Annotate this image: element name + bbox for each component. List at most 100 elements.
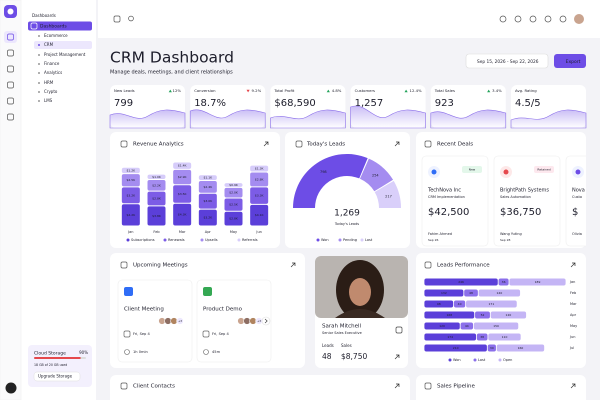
legend-swatch bbox=[498, 358, 502, 362]
bar-segment bbox=[490, 311, 527, 319]
nav-item[interactable]: Analytics bbox=[44, 70, 62, 75]
header-avatar[interactable] bbox=[574, 14, 584, 24]
bar-value-label: $2.8K bbox=[255, 177, 265, 181]
kpi-value: 923 bbox=[435, 98, 454, 109]
bar-value-label: $3.2K bbox=[127, 193, 137, 197]
meeting-title: Client Meeting bbox=[124, 307, 164, 313]
storage-button-label[interactable]: Upgrade Storage bbox=[38, 374, 73, 379]
bar-segment bbox=[224, 187, 243, 198]
bar-segment bbox=[466, 300, 517, 308]
nav-bullet bbox=[38, 72, 40, 74]
nav-item[interactable]: Ecommerce bbox=[44, 33, 68, 38]
bar-value-label: 110 bbox=[502, 335, 508, 339]
search-icon[interactable] bbox=[128, 15, 134, 22]
bar-value-label: 44 bbox=[465, 324, 469, 328]
header-icon[interactable] bbox=[559, 15, 567, 23]
profile-role: Senior Sales Executive bbox=[322, 331, 362, 335]
bar-segment bbox=[198, 193, 217, 209]
export-label[interactable]: Export bbox=[566, 59, 581, 65]
y-tick-label: Jun bbox=[569, 335, 575, 339]
meeting-card[interactable] bbox=[117, 279, 193, 363]
panel-title: Leads Performance bbox=[437, 263, 490, 269]
bar-segment bbox=[147, 191, 166, 206]
date-range[interactable]: Sep 15, 2026 - Sep 22, 2026 bbox=[477, 59, 539, 65]
kpi-change: 9.2% bbox=[252, 88, 262, 93]
header-icon[interactable] bbox=[514, 15, 522, 23]
bar-segment bbox=[424, 300, 454, 308]
legend-label: Lost bbox=[365, 238, 373, 242]
profile-photo bbox=[315, 256, 408, 318]
deal-company: Nova bbox=[572, 188, 585, 194]
deal-service: Sales Automation bbox=[500, 195, 531, 199]
kpi-change: 12% bbox=[173, 88, 182, 93]
nav-item[interactable]: LMS bbox=[44, 98, 53, 103]
bar-value-label: $2.2K bbox=[152, 183, 162, 187]
nav-item[interactable]: Dashboards bbox=[40, 24, 67, 30]
icon bbox=[424, 140, 432, 148]
kpi-change: 4.8% bbox=[332, 88, 342, 93]
open-arrow[interactable] bbox=[394, 354, 400, 360]
bar-value-label: 171 bbox=[489, 302, 495, 306]
bar-segment bbox=[478, 289, 521, 297]
profile-stat-label: Sales bbox=[341, 343, 352, 348]
storage-button[interactable] bbox=[33, 371, 81, 382]
panel bbox=[110, 375, 410, 400]
deal-card[interactable] bbox=[565, 155, 600, 247]
storage-percent: 90% bbox=[79, 350, 88, 355]
nav-active[interactable] bbox=[28, 21, 92, 31]
open-arrow[interactable] bbox=[394, 383, 400, 389]
nav-item[interactable]: Crypto bbox=[44, 89, 58, 94]
bar-segment bbox=[424, 278, 498, 286]
bar-value-label: $2.9K bbox=[178, 175, 188, 179]
kpi-sparkline bbox=[350, 105, 426, 129]
open-arrow[interactable] bbox=[570, 383, 576, 389]
icon bbox=[120, 140, 128, 148]
nav-item[interactable]: Project Management bbox=[44, 52, 86, 57]
kpi-sparkline bbox=[189, 109, 266, 129]
kpi-value: 18.7% bbox=[194, 98, 226, 109]
icon bbox=[123, 330, 131, 338]
bar-value-label: $1.0K bbox=[152, 175, 162, 179]
header-icon[interactable] bbox=[499, 15, 507, 23]
legend-label: Won bbox=[453, 358, 461, 362]
export-button[interactable] bbox=[554, 54, 586, 68]
kpi-sparkline bbox=[270, 109, 346, 129]
bar-value-label: $2.8K bbox=[229, 217, 239, 221]
nav-item[interactable]: CRM bbox=[44, 42, 54, 47]
deal-company: BrightPath Systems bbox=[500, 188, 549, 194]
bar-segment bbox=[121, 187, 140, 204]
nav-bullet bbox=[38, 54, 40, 56]
bar-segment bbox=[198, 175, 217, 181]
nav-current[interactable] bbox=[34, 41, 92, 49]
legend-label: Lost bbox=[478, 358, 486, 362]
deal-badge-label: New bbox=[469, 168, 476, 172]
deal-card[interactable] bbox=[493, 155, 561, 247]
nav-item[interactable]: HRM bbox=[44, 80, 54, 85]
bar-segment bbox=[498, 278, 509, 286]
deal-card[interactable] bbox=[421, 155, 489, 247]
bar-segment bbox=[250, 165, 269, 172]
bar-value-label: 38 bbox=[480, 335, 484, 339]
date-picker[interactable] bbox=[465, 53, 549, 69]
kpi-change: 12.4% bbox=[410, 88, 422, 93]
header-icon[interactable] bbox=[529, 15, 537, 23]
bar-segment bbox=[147, 179, 166, 191]
open-arrow[interactable] bbox=[263, 141, 269, 147]
legend-swatch bbox=[163, 238, 167, 242]
meeting-card[interactable] bbox=[196, 279, 272, 363]
kpi-value: 1,257 bbox=[355, 98, 384, 109]
open-arrow[interactable] bbox=[570, 262, 576, 268]
y-tick-label: Jan bbox=[569, 280, 575, 284]
logo-mark bbox=[7, 8, 14, 15]
kpi-value: 4.5/5 bbox=[515, 98, 541, 109]
open-arrow[interactable] bbox=[394, 141, 400, 147]
icon bbox=[7, 33, 14, 41]
nav-item[interactable]: Finance bbox=[44, 61, 60, 66]
panel bbox=[416, 375, 586, 400]
open-arrow[interactable] bbox=[290, 262, 296, 268]
deal-badge bbox=[462, 166, 482, 173]
profile-stat-value: 48 bbox=[322, 352, 332, 361]
carousel-next[interactable] bbox=[261, 316, 271, 326]
header-icon[interactable] bbox=[544, 15, 552, 23]
attendee-more bbox=[176, 317, 184, 325]
